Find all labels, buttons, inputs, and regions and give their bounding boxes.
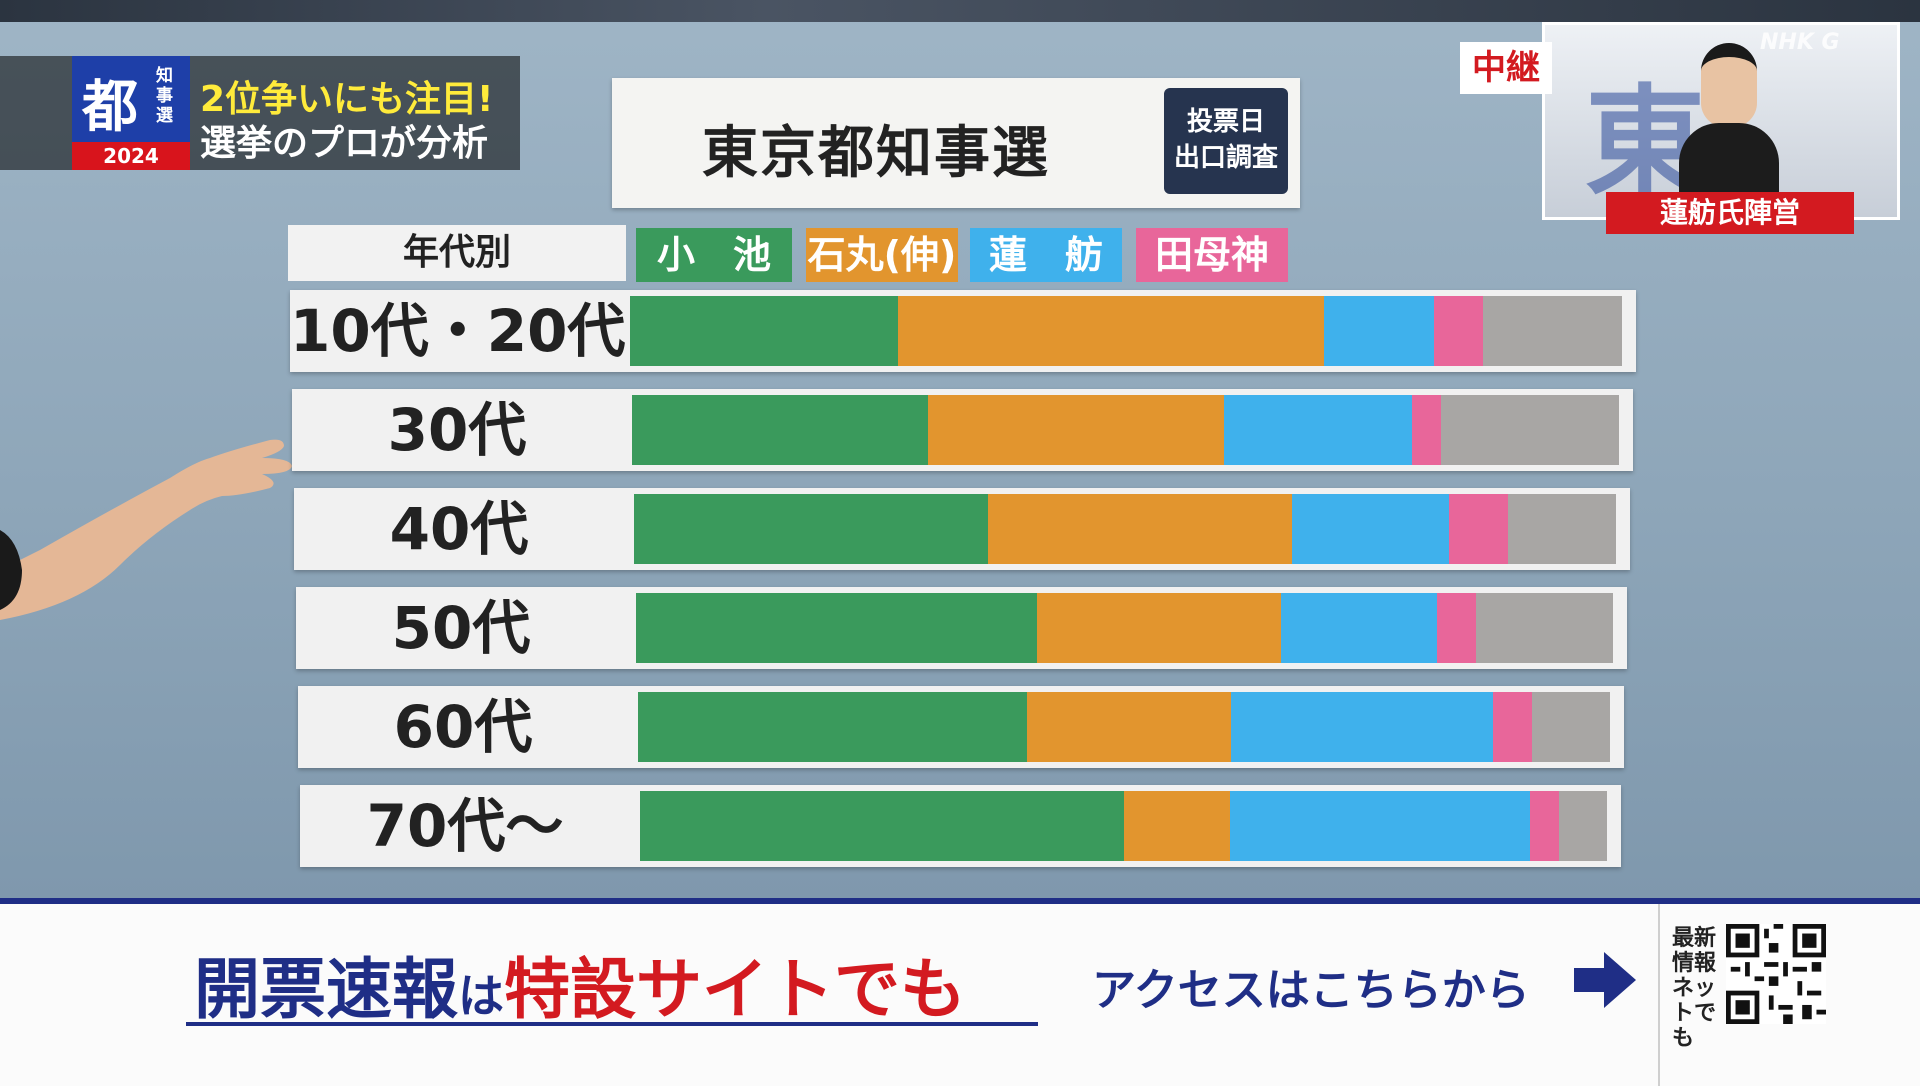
category-label: 10代・20代 (290, 297, 626, 365)
bar-segment-other (1558, 791, 1608, 861)
chart-row: 10代・20代 (290, 290, 1636, 372)
badge-line1: 投票日 (1186, 107, 1265, 137)
banner-part1: 開票速報 (194, 951, 458, 1028)
stacked-bar (634, 494, 1617, 564)
presenter-arm (0, 439, 292, 620)
bar-segment-renho (1230, 692, 1494, 762)
chart-row: 50代 (296, 587, 1627, 669)
logo-main-text: 都 (82, 75, 138, 140)
category-label: 60代 (393, 693, 533, 761)
bar-segment-ishimaru (928, 395, 1225, 465)
channel-watermark: NHK G (1760, 30, 1840, 55)
bar-segment-koike (638, 692, 1028, 762)
bar-segment-tamogami (1437, 593, 1477, 663)
category-label: 30代 (387, 396, 527, 464)
chart-row: 70代〜 (300, 785, 1621, 867)
legend-item-tamogami: 田母神 (1136, 228, 1288, 282)
bar-segment-tamogami (1449, 494, 1509, 564)
inset-caption: 蓮舫氏陣営 (1606, 192, 1854, 234)
legend-item-koike: 小 池 (636, 228, 792, 282)
banner-part3: 特設サイトでも (504, 951, 966, 1028)
stacked-bar (630, 296, 1623, 366)
bar-segment-renho (1224, 395, 1413, 465)
bar-segment-renho (1291, 494, 1450, 564)
bar-segment-other (1483, 296, 1623, 366)
stacked-bar (632, 395, 1620, 465)
bar-segment-ishimaru (1026, 692, 1232, 762)
bar-segment-renho (1280, 593, 1438, 663)
stacked-bar (636, 593, 1614, 663)
category-label: 40代 (389, 495, 529, 563)
bar-segment-other (1476, 593, 1614, 663)
headline-line2: 選挙のプロが分析 (200, 123, 489, 164)
bar-segment-ishimaru (1123, 791, 1231, 861)
legend-item-ishimaru: 石丸(伸) (806, 228, 958, 282)
bar-segment-tamogami (1529, 791, 1560, 861)
chart-title: 東京都知事選 (702, 121, 1050, 186)
banner-divider (1658, 904, 1660, 1086)
headline-line1: 2位争いにも注目! (200, 79, 494, 120)
logo-box: 都 知事選 2024 (72, 56, 190, 170)
category-label: 50代 (391, 594, 531, 662)
bar-segment-tamogami (1493, 692, 1533, 762)
bar-segment-koike (630, 296, 899, 366)
bar-segment-other (1441, 395, 1620, 465)
qr-label: 最新情報ネットでも (1672, 926, 1717, 1051)
bar-segment-renho (1324, 296, 1434, 366)
category-header: 年代別 (288, 225, 626, 281)
stacked-bar (640, 791, 1608, 861)
live-inset: 東 (1542, 22, 1900, 220)
badge-line2: 出口調査 (1173, 143, 1278, 173)
arrow-right-icon (1574, 952, 1636, 1008)
bar-segment-ishimaru (1036, 593, 1282, 663)
category-label: 70代〜 (366, 792, 564, 860)
bar-segment-tamogami (1411, 395, 1442, 465)
bar-segment-other (1507, 494, 1617, 564)
banner-headline: 開票速報は特設サイトでも (194, 936, 966, 1032)
program-logo: 都 知事選 2024 2位争いにも注目! 選挙のプロが分析 (0, 56, 520, 170)
logo-sub-text: 知事選 (156, 66, 173, 126)
top-edge (0, 0, 1920, 22)
stacked-bar (638, 692, 1611, 762)
logo-year: 2024 (72, 142, 190, 170)
bar-segment-koike (636, 593, 1038, 663)
chart-row: 40代 (294, 488, 1630, 570)
bar-segment-koike (640, 791, 1124, 861)
bar-segment-koike (632, 395, 929, 465)
bar-segment-ishimaru (987, 494, 1293, 564)
chart-row: 30代 (292, 389, 1633, 471)
qr-code-icon[interactable] (1726, 924, 1826, 1024)
banner-part2: は (458, 969, 504, 1023)
banner-underline (186, 1022, 1038, 1026)
exit-poll-badge: 投票日 出口調査 (1164, 88, 1288, 194)
legend-item-renho: 蓮 舫 (970, 228, 1122, 282)
bar-segment-other (1532, 692, 1611, 762)
bar-segment-koike (634, 494, 989, 564)
person-head (1701, 43, 1757, 127)
live-tag: 中継 (1460, 42, 1552, 94)
bar-segment-ishimaru (897, 296, 1325, 366)
bar-segment-tamogami (1433, 296, 1484, 366)
bottom-banner: 開票速報は特設サイトでも アクセスはこちらから 最新情報ネットでも (0, 898, 1920, 1086)
access-link[interactable]: アクセスはこちらから (1092, 965, 1530, 1016)
bar-segment-renho (1229, 791, 1531, 861)
chart-row: 60代 (298, 686, 1624, 768)
chart-title-panel: 東京都知事選 投票日 出口調査 (612, 78, 1300, 208)
